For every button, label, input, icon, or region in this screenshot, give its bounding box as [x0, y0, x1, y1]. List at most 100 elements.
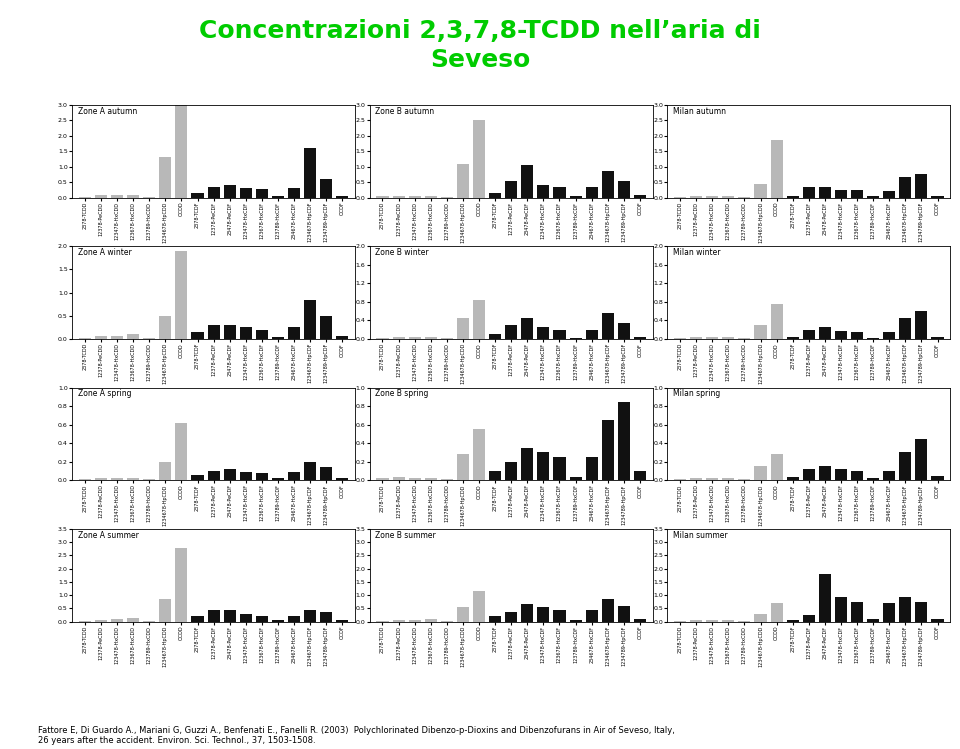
Text: Zone B autumn: Zone B autumn [375, 106, 434, 115]
Bar [538, 185, 549, 198]
Bar [851, 332, 863, 339]
Bar [409, 478, 420, 480]
Bar [143, 338, 156, 339]
Bar [321, 316, 332, 339]
Bar [457, 607, 469, 622]
Bar [143, 621, 156, 622]
Bar [304, 610, 316, 622]
Bar [255, 473, 268, 480]
Bar [489, 334, 501, 339]
Bar [835, 330, 847, 339]
Bar [191, 475, 204, 480]
Bar [900, 596, 911, 622]
Bar [755, 184, 767, 198]
Bar [900, 318, 911, 339]
Bar [916, 175, 927, 198]
Bar [586, 610, 598, 622]
Bar [900, 452, 911, 480]
Bar [95, 619, 107, 622]
Bar [755, 325, 767, 339]
Bar [272, 620, 284, 622]
Bar [393, 336, 404, 339]
Bar [618, 323, 630, 339]
Bar [553, 330, 565, 339]
Bar [143, 479, 156, 480]
Bar [457, 163, 469, 198]
Bar [538, 327, 549, 339]
Bar [867, 196, 879, 198]
Text: Milan autumn: Milan autumn [673, 106, 726, 115]
Bar [586, 457, 598, 480]
Bar [336, 196, 348, 198]
Bar [738, 479, 751, 480]
Bar [569, 476, 582, 480]
Bar [127, 478, 139, 480]
Bar [304, 148, 316, 198]
Bar [835, 189, 847, 198]
Bar [505, 613, 517, 622]
Bar [634, 195, 646, 198]
Bar [424, 196, 437, 198]
Bar [690, 196, 702, 198]
Bar [569, 338, 582, 339]
Text: Zone A summer: Zone A summer [78, 531, 138, 540]
Bar [569, 620, 582, 622]
Bar [95, 336, 107, 339]
Bar [900, 178, 911, 198]
Bar [321, 179, 332, 198]
Bar [586, 330, 598, 339]
Bar [191, 193, 204, 198]
Bar [916, 439, 927, 480]
Bar [159, 316, 172, 339]
Bar [176, 548, 187, 622]
Bar [722, 196, 734, 198]
Bar [867, 619, 879, 622]
Bar [521, 448, 534, 480]
Bar [191, 332, 204, 339]
Bar [553, 610, 565, 622]
Bar [393, 476, 404, 480]
Bar [376, 196, 389, 198]
Bar [634, 619, 646, 622]
Bar [521, 604, 534, 622]
Bar [224, 469, 236, 480]
Bar [931, 619, 944, 622]
Bar [376, 479, 389, 480]
Bar [707, 337, 718, 339]
Bar [79, 621, 91, 622]
Text: Zone A spring: Zone A spring [78, 389, 132, 398]
Text: Zone A autumn: Zone A autumn [78, 106, 137, 115]
Bar [851, 601, 863, 622]
Bar [79, 338, 91, 339]
Bar [803, 615, 815, 622]
Bar [336, 478, 348, 480]
Bar [786, 196, 799, 198]
Bar [79, 479, 91, 480]
Bar [755, 613, 767, 622]
Bar [111, 336, 123, 339]
Bar [786, 336, 799, 339]
Bar [690, 337, 702, 339]
Bar [457, 455, 469, 480]
Bar [771, 455, 782, 480]
Bar [255, 616, 268, 622]
Bar [207, 471, 220, 480]
Bar [538, 452, 549, 480]
Bar [393, 620, 404, 622]
Bar [207, 325, 220, 339]
Bar [835, 469, 847, 480]
Bar [786, 476, 799, 480]
Bar [803, 330, 815, 339]
Bar [867, 338, 879, 339]
Bar [803, 187, 815, 198]
Bar [634, 336, 646, 339]
Bar [771, 140, 782, 198]
Bar [690, 620, 702, 622]
Bar [707, 196, 718, 198]
Bar [835, 596, 847, 622]
Bar [457, 318, 469, 339]
Bar [505, 181, 517, 198]
Bar [159, 157, 172, 198]
Bar [521, 165, 534, 198]
Bar [521, 318, 534, 339]
